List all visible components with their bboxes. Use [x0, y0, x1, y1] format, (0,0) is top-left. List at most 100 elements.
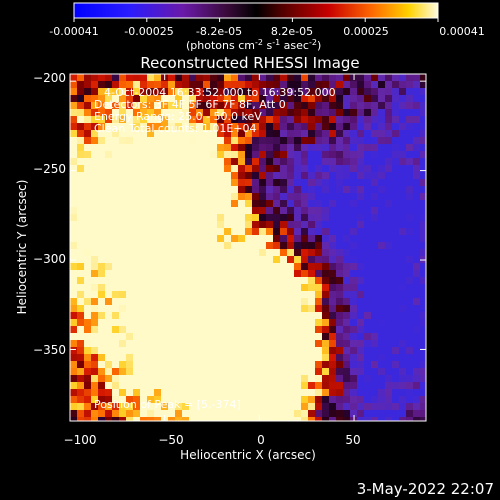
image-pixel — [406, 137, 413, 144]
image-pixel — [217, 326, 224, 333]
image-pixel — [154, 102, 161, 109]
image-pixel — [140, 179, 147, 186]
image-pixel — [280, 165, 287, 172]
image-pixel — [406, 291, 413, 298]
plot-frame — [69, 73, 427, 422]
image-pixel — [294, 305, 301, 312]
image-pixel — [175, 193, 182, 200]
image-pixel — [224, 417, 231, 421]
image-pixel — [294, 81, 301, 88]
image-pixel — [287, 193, 294, 200]
image-pixel — [301, 228, 308, 235]
image-pixel — [392, 319, 399, 326]
image-pixel — [413, 186, 420, 193]
image-pixel — [308, 249, 315, 256]
image-pixel — [385, 417, 392, 421]
image-pixel — [343, 144, 350, 151]
image-pixel — [280, 333, 287, 340]
image-pixel — [84, 95, 91, 102]
image-pixel — [315, 151, 322, 158]
image-pixel — [287, 109, 294, 116]
image-pixel — [210, 214, 217, 221]
image-pixel — [196, 284, 203, 291]
image-pixel — [343, 291, 350, 298]
image-pixel — [259, 291, 266, 298]
image-pixel — [133, 221, 140, 228]
image-pixel — [182, 130, 189, 137]
image-pixel — [196, 319, 203, 326]
colorbar-tick-label: -0.00025 — [124, 25, 173, 38]
image-pixel — [147, 291, 154, 298]
image-pixel — [308, 305, 315, 312]
image-pixel — [133, 291, 140, 298]
image-pixel — [231, 312, 238, 319]
image-pixel — [112, 403, 119, 410]
image-pixel — [77, 361, 84, 368]
image-pixel — [385, 228, 392, 235]
image-pixel — [231, 172, 238, 179]
image-pixel — [203, 193, 210, 200]
image-pixel — [364, 95, 371, 102]
image-pixel — [294, 172, 301, 179]
image-pixel — [161, 375, 168, 382]
image-pixel — [336, 291, 343, 298]
image-pixel — [315, 319, 322, 326]
image-pixel — [399, 340, 406, 347]
image-pixel — [280, 200, 287, 207]
image-pixel — [217, 193, 224, 200]
image-pixel — [231, 207, 238, 214]
image-pixel — [420, 305, 426, 312]
image-pixel — [238, 74, 245, 81]
image-pixel — [154, 410, 161, 417]
image-pixel — [378, 410, 385, 417]
image-pixel — [231, 144, 238, 151]
image-pixel — [294, 207, 301, 214]
image-pixel — [91, 123, 98, 130]
image-pixel — [350, 249, 357, 256]
image-pixel — [420, 172, 426, 179]
image-pixel — [364, 410, 371, 417]
image-pixel — [280, 354, 287, 361]
image-pixel — [70, 410, 77, 417]
colorbar-tick-labels: -0.00041 -0.00025 -8.2e-05 8.2e-05 0.000… — [49, 25, 484, 38]
image-pixel — [315, 375, 322, 382]
image-pixel — [203, 396, 210, 403]
image-pixel — [336, 298, 343, 305]
image-pixel — [203, 200, 210, 207]
image-pixel — [161, 214, 168, 221]
image-pixel — [294, 228, 301, 235]
image-pixel — [280, 312, 287, 319]
image-pixel — [203, 228, 210, 235]
image-pixel — [140, 228, 147, 235]
image-pixel — [273, 347, 280, 354]
image-pixel — [350, 270, 357, 277]
image-pixel — [308, 298, 315, 305]
image-pixel — [259, 417, 266, 421]
image-pixel — [245, 200, 252, 207]
image-pixel — [147, 151, 154, 158]
image-pixel — [420, 361, 426, 368]
image-pixel — [364, 291, 371, 298]
image-pixel — [189, 130, 196, 137]
image-pixel — [259, 403, 266, 410]
image-pixel — [140, 144, 147, 151]
image-pixel — [217, 116, 224, 123]
image-pixel — [203, 263, 210, 270]
image-pixel — [280, 137, 287, 144]
image-pixel — [413, 256, 420, 263]
image-pixel — [147, 137, 154, 144]
image-pixel — [343, 389, 350, 396]
image-pixel — [301, 389, 308, 396]
image-pixel — [315, 88, 322, 95]
image-pixel — [420, 284, 426, 291]
image-pixel — [315, 256, 322, 263]
image-pixel — [315, 123, 322, 130]
image-pixel — [371, 284, 378, 291]
image-pixel — [154, 165, 161, 172]
image-pixel — [126, 88, 133, 95]
image-pixel — [161, 333, 168, 340]
image-pixel — [294, 389, 301, 396]
image-pixel — [273, 368, 280, 375]
image-pixel — [315, 102, 322, 109]
image-pixel — [406, 333, 413, 340]
